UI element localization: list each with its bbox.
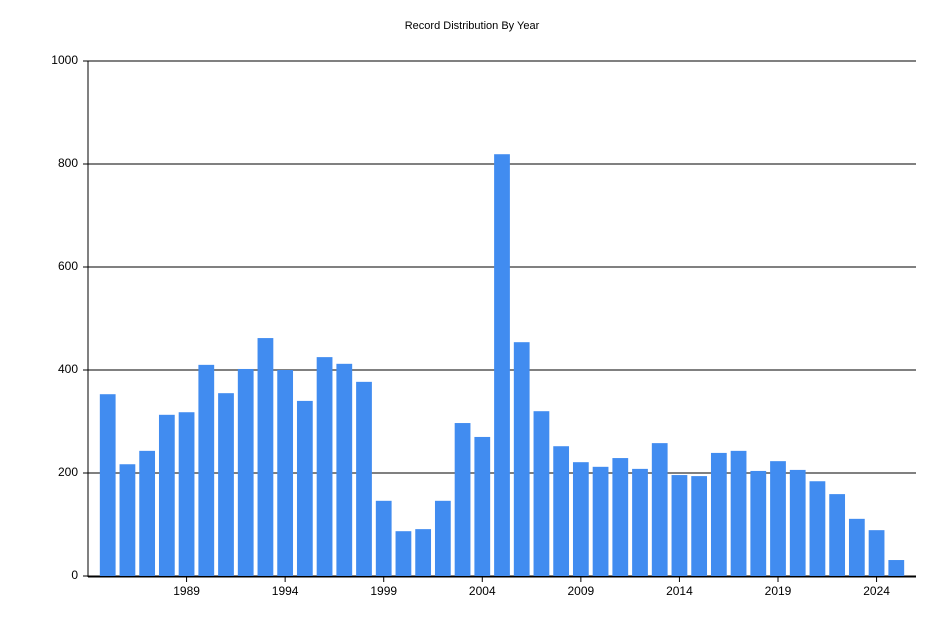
y-tick-label: 800 (58, 156, 78, 170)
bar (730, 450, 747, 576)
bar (770, 461, 786, 576)
x-tick-label: 1999 (370, 584, 397, 598)
bar (710, 452, 727, 576)
bar (789, 469, 806, 576)
bar (257, 338, 274, 576)
bar (99, 394, 116, 576)
bar (198, 364, 215, 576)
bar (119, 464, 136, 576)
bar (434, 500, 451, 576)
bar (848, 518, 865, 576)
x-tick-label: 1989 (173, 584, 200, 598)
x-tick-label: 2024 (863, 584, 890, 598)
bar (651, 443, 668, 576)
bar (533, 411, 550, 576)
x-tick-label: 2019 (765, 584, 792, 598)
bar (237, 368, 254, 576)
x-tick-label: 1994 (272, 584, 299, 598)
x-tick-label: 2004 (469, 584, 496, 598)
bar (592, 466, 609, 576)
bar (809, 481, 826, 576)
x-tick-label: 2009 (568, 584, 595, 598)
bar (553, 446, 570, 576)
bar (474, 436, 491, 576)
bar (691, 476, 708, 576)
bar (868, 530, 885, 576)
bar (415, 529, 432, 576)
bar (671, 475, 688, 576)
bar (139, 450, 156, 576)
y-tick-label: 0 (71, 568, 78, 582)
bar (218, 393, 234, 576)
bar (178, 412, 195, 576)
bar (888, 560, 905, 576)
x-tick-label: 2014 (666, 584, 693, 598)
y-tick-label: 200 (58, 465, 78, 479)
y-tick-label: 400 (58, 362, 78, 376)
bar (356, 381, 372, 576)
chart-title: Record Distribution By Year (405, 20, 540, 32)
y-tick-label: 1000 (51, 53, 78, 67)
bar (336, 363, 353, 576)
bar (513, 342, 530, 576)
bar (612, 458, 629, 576)
bar (454, 423, 471, 576)
bar (296, 400, 313, 576)
bar (494, 154, 510, 576)
bar (158, 414, 175, 576)
y-tick-label: 600 (58, 259, 78, 273)
bar (632, 468, 648, 576)
bar (277, 370, 294, 576)
bar (829, 494, 846, 576)
bar (375, 500, 392, 576)
bar (572, 462, 589, 576)
bar (316, 357, 333, 576)
bar (750, 470, 767, 576)
bar (395, 531, 412, 576)
